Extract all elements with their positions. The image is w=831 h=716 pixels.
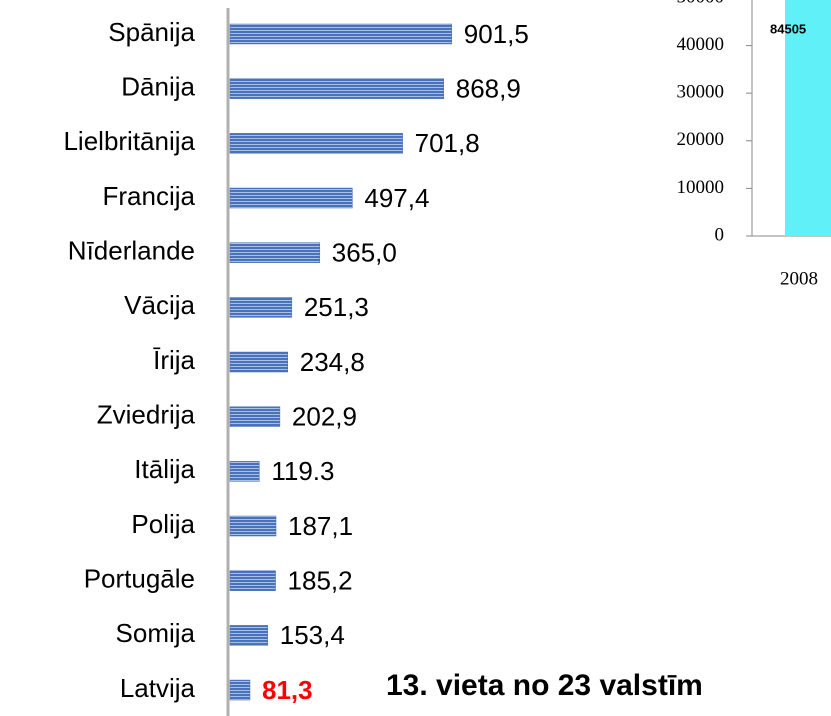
bar [229,461,260,482]
bar [785,0,831,236]
value-label: 187,1 [288,511,353,541]
value-label: 251,3 [304,292,369,322]
y-tick-label: 40000 [677,34,725,55]
bar [229,570,276,591]
bar [229,297,293,318]
y-tick-label: 10000 [677,177,725,198]
category-label: Dānija [121,72,195,102]
value-label: 84505 [770,21,806,36]
x-tick-label: 2008 [780,268,818,289]
value-label: 153,4 [280,620,345,650]
value-label: 365,0 [332,238,397,268]
category-label: Spānija [108,17,195,47]
value-label: 185,2 [288,566,353,596]
value-label: 202,9 [292,402,357,432]
value-label: 901,5 [464,19,529,49]
y-tick-label: 50000 [677,0,725,7]
category-label: Itālija [134,454,195,484]
value-label: 497,4 [364,183,429,213]
value-label: 119.3 [271,456,334,486]
y-tick-label: 30000 [677,82,725,103]
category-label: Zviedrija [97,400,196,430]
bar [229,78,444,99]
bar [229,679,251,701]
category-label: Nīderlande [68,236,195,266]
bar [229,133,403,154]
bar [229,23,453,45]
bar [229,406,281,427]
category-label: Īrija [153,345,195,375]
value-label: 234,8 [300,347,365,377]
category-label: Latvija [120,673,196,703]
value-label: 81,3 [262,675,313,705]
y-tick-label: 0 [715,224,725,245]
bar [229,187,353,209]
value-label: 701,8 [415,128,480,158]
y-tick-label: 20000 [677,129,725,150]
category-label: Vācija [124,290,195,320]
category-label: Polija [131,509,195,539]
bar [229,242,321,263]
bar [229,351,289,373]
value-label: 868,9 [456,74,521,104]
bar [229,515,277,537]
category-label: Somija [116,618,196,648]
category-label: Lielbritānija [63,126,195,156]
bar [229,625,268,646]
category-label: Portugāle [84,564,195,594]
annotation: 13. vieta no 23 valstīm [386,669,703,702]
category-label: Francija [103,181,196,211]
